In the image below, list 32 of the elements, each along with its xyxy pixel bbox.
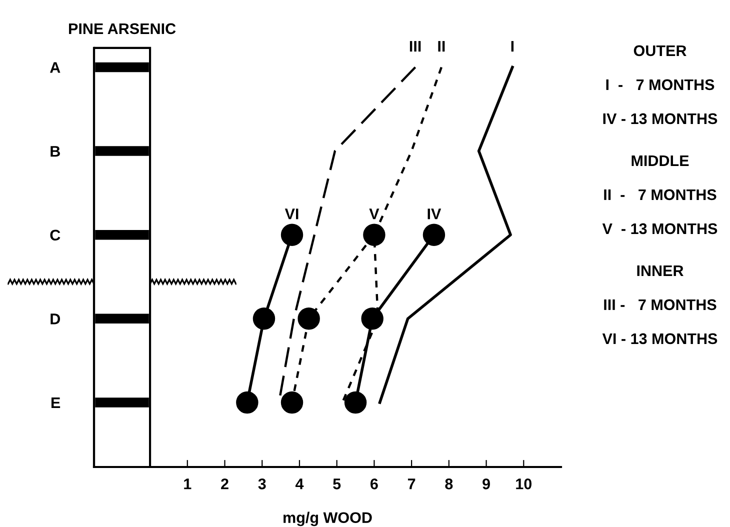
x-tick-label: 10	[516, 478, 532, 490]
y-tick-label: E	[52, 397, 60, 408]
x-axis-title: mg/g WOOD	[284, 512, 372, 526]
text: VI - 13 MONTHS	[602, 333, 718, 344]
series-label: II	[438, 41, 445, 52]
series-label: V	[369, 208, 380, 220]
text: IV - 13 MONTHS	[603, 113, 718, 124]
x-tick-label: 5	[333, 478, 341, 490]
x-tick-label: 3	[258, 478, 266, 490]
text: INNER	[637, 265, 684, 276]
chart-title: PINE ARSENIC	[69, 23, 176, 34]
text: III - 7 MONTHS	[604, 299, 716, 310]
text: OUTER	[634, 45, 686, 56]
text: II - 7 MONTHS	[604, 189, 716, 200]
y-tick-label: C	[50, 230, 60, 241]
x-tick-label: 7	[408, 478, 416, 490]
series-label: IV	[428, 208, 442, 220]
y-tick-label: B	[50, 146, 60, 157]
x-tick-label: 2	[221, 478, 228, 490]
x-tick-label: 1	[184, 478, 192, 490]
x-tick-label: 8	[445, 478, 453, 490]
text: V - 13 MONTHS	[602, 223, 718, 234]
y-tick-label: D	[50, 314, 60, 324]
x-tick-label: 4	[295, 478, 304, 490]
text: I - 7 MONTHS	[606, 79, 714, 90]
series-label: III	[410, 41, 421, 52]
y-tick-label: A	[50, 62, 60, 73]
text: MIDDLE	[632, 155, 689, 166]
x-tick-label: 6	[370, 478, 378, 490]
series-label: VI	[284, 208, 298, 220]
x-tick-label: 9	[482, 478, 490, 490]
series-label: I	[511, 41, 514, 52]
